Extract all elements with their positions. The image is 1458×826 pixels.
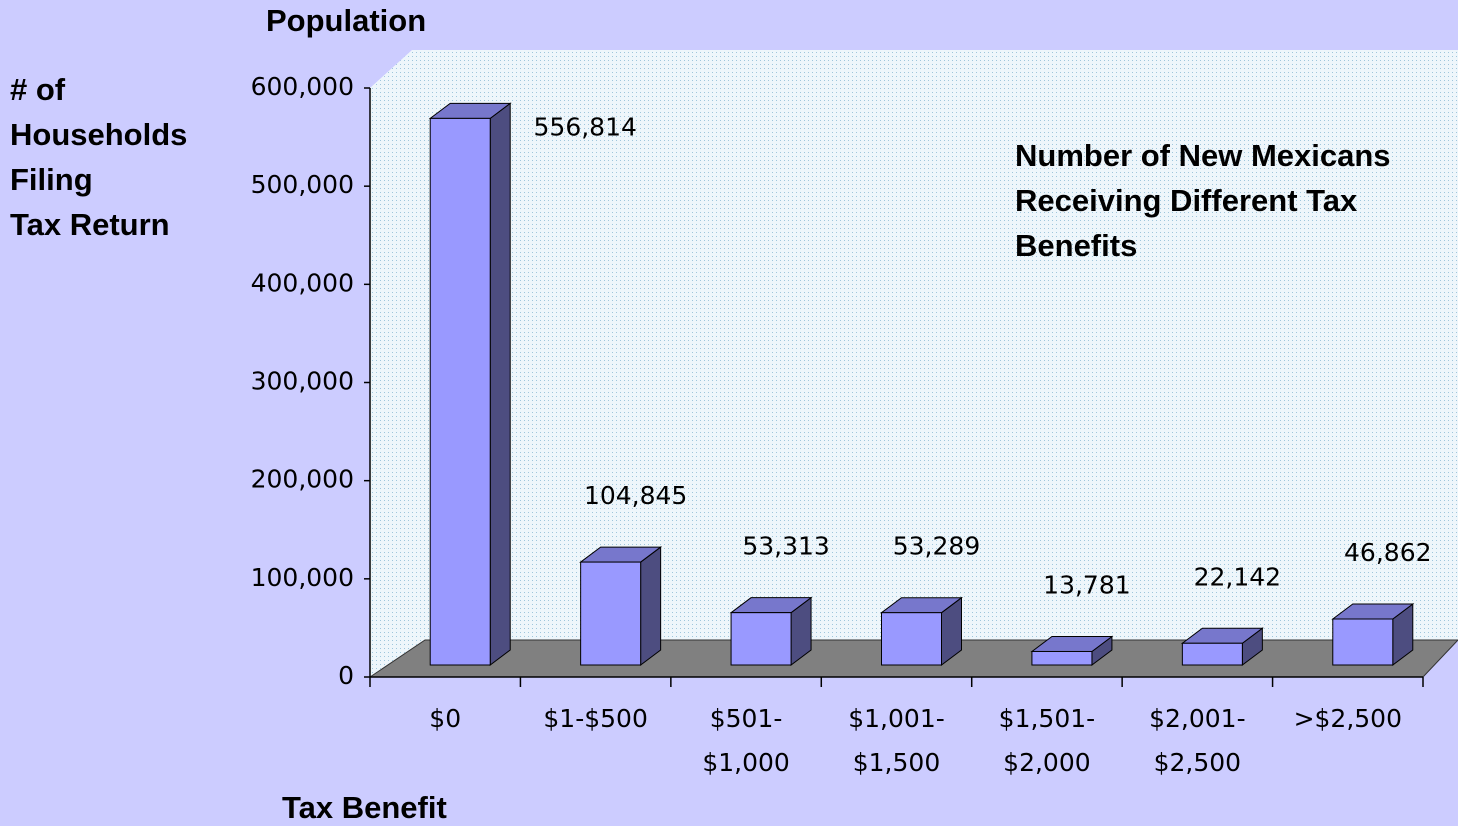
annotation: Receiving Different Tax [1015,183,1358,218]
annotation: Benefits [1015,228,1137,263]
x-tick-label: $2,500 [1154,748,1241,777]
bar-side [489,102,511,666]
x-tick-label: $0 [429,704,461,733]
x-tick-label: $2,000 [1003,748,1090,777]
y-tick-label: 300,000 [251,367,354,396]
value-label: 556,814 [534,112,637,141]
bar [1031,650,1093,666]
bar [1332,618,1394,666]
x-tick-label: $1,500 [853,748,940,777]
value-label: 104,845 [584,481,687,510]
bar [881,612,942,666]
value-label: 13,781 [1043,570,1130,599]
value-label: 53,289 [893,532,980,561]
y-tick-label: 100,000 [251,563,354,592]
bar-side [640,546,662,666]
y-axis-label: # of [10,72,66,107]
x-tick-label: >$2,500 [1294,704,1402,733]
x-tick-label: $1-$500 [543,704,647,733]
y-axis-label: Households [10,117,187,152]
y-tick-label: 400,000 [251,268,354,297]
x-tick-label: $1,501- [999,704,1096,733]
x-axis-label: Tax Benefit [282,790,447,825]
x-tick-label: $501- [710,704,783,733]
bar [1181,642,1243,666]
value-label: 46,862 [1344,538,1431,567]
bar [580,561,642,666]
y-tick-label: 200,000 [251,465,354,494]
y-axis-label: Tax Return [10,207,170,242]
value-label: 22,142 [1194,562,1281,591]
value-label: 53,313 [742,532,829,561]
y-axis-label: Filing [10,162,93,197]
bar [730,612,792,666]
x-tick-label: $1,000 [702,748,789,777]
x-tick-label: $2,001- [1149,704,1246,733]
chart-title: Population [266,3,426,38]
x-tick-label: $1,001- [848,704,945,733]
annotation: Number of New Mexicans [1015,138,1391,173]
y-tick-label: 600,000 [251,72,354,101]
back-wall [370,50,1458,677]
y-tick-label: 500,000 [251,170,354,199]
bar [429,117,491,666]
y-tick-label: 0 [338,661,354,690]
